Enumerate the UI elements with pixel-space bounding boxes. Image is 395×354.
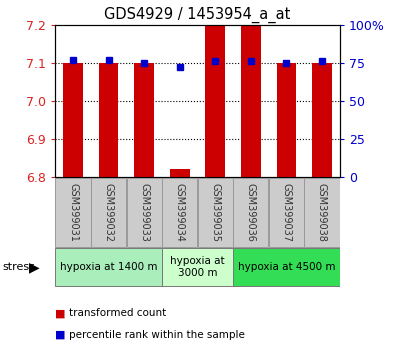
Bar bbox=[91, 178, 126, 247]
Bar bbox=[304, 178, 340, 247]
Bar bbox=[99, 63, 118, 177]
Bar bbox=[55, 178, 91, 247]
Text: transformed count: transformed count bbox=[69, 308, 166, 318]
Text: ▶: ▶ bbox=[29, 260, 40, 274]
Bar bbox=[269, 178, 304, 247]
Bar bbox=[162, 248, 233, 286]
Text: GSM399038: GSM399038 bbox=[317, 183, 327, 242]
Bar bbox=[312, 63, 332, 177]
Bar bbox=[205, 25, 225, 177]
Text: percentile rank within the sample: percentile rank within the sample bbox=[69, 330, 245, 339]
Bar bbox=[233, 248, 340, 286]
Text: hypoxia at 1400 m: hypoxia at 1400 m bbox=[60, 262, 157, 272]
Text: GSM399035: GSM399035 bbox=[210, 183, 220, 242]
Text: GSM399032: GSM399032 bbox=[103, 183, 114, 242]
Text: GSM399033: GSM399033 bbox=[139, 183, 149, 242]
Text: GSM399031: GSM399031 bbox=[68, 183, 78, 242]
Text: hypoxia at 4500 m: hypoxia at 4500 m bbox=[238, 262, 335, 272]
Text: ■: ■ bbox=[55, 330, 66, 339]
Bar bbox=[55, 248, 162, 286]
Text: GSM399037: GSM399037 bbox=[281, 183, 292, 242]
Text: GSM399034: GSM399034 bbox=[175, 183, 185, 242]
Bar bbox=[134, 63, 154, 177]
Bar bbox=[276, 63, 296, 177]
Title: GDS4929 / 1453954_a_at: GDS4929 / 1453954_a_at bbox=[104, 7, 291, 23]
Text: stress: stress bbox=[2, 262, 35, 272]
Text: hypoxia at
3000 m: hypoxia at 3000 m bbox=[170, 256, 225, 278]
Text: GSM399036: GSM399036 bbox=[246, 183, 256, 242]
Bar bbox=[126, 178, 162, 247]
Bar bbox=[241, 25, 261, 177]
Bar bbox=[198, 178, 233, 247]
Bar bbox=[233, 178, 269, 247]
Bar bbox=[63, 63, 83, 177]
Text: ■: ■ bbox=[55, 308, 66, 318]
Bar bbox=[170, 170, 190, 177]
Bar bbox=[162, 178, 198, 247]
